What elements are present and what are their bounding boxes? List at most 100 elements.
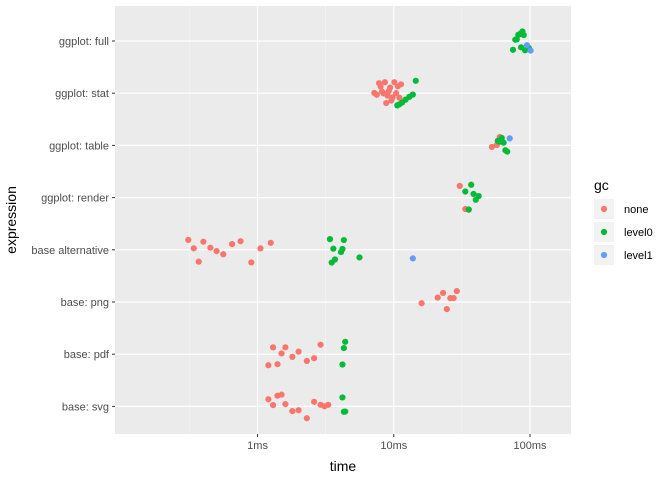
point-58 [289,408,296,415]
legend-key-1 [600,228,608,236]
point-47 [282,344,289,351]
point-12 [389,94,396,101]
y-tick-label-4: base alternative [31,245,109,257]
point-34 [257,245,264,252]
y-tick-label-5: base: png [61,297,109,309]
point-110 [506,135,513,142]
x-tick-label-1: 10ms [380,440,407,452]
point-93 [475,192,482,200]
point-45 [274,361,281,368]
point-3 [377,83,384,90]
point-50 [303,357,310,365]
point-33 [248,259,255,266]
point-36 [418,300,425,307]
point-97 [331,256,339,263]
point-8 [384,92,391,99]
y-tick-label-1: ggplot: stat [55,88,109,100]
point-10 [387,84,394,91]
point-109 [527,47,534,54]
point-29 [213,248,220,255]
point-96 [330,245,337,252]
point-7 [383,99,390,107]
point-100 [340,236,347,244]
x-axis-title: time [330,458,357,474]
point-87 [504,148,511,155]
point-104 [342,338,349,345]
y-tick-label-6: base: pdf [64,349,110,361]
point-99 [339,245,346,253]
y-tick-label-2: ggplot: table [49,140,109,152]
point-52 [317,341,324,348]
point-25 [190,245,197,252]
point-64 [325,401,332,408]
point-101 [356,254,363,261]
point-89 [465,206,472,213]
point-84 [498,134,505,142]
point-56 [278,391,285,398]
point-13 [391,79,398,86]
point-31 [228,241,236,248]
point-30 [220,251,227,258]
point-35 [267,239,274,246]
point-42 [453,287,460,295]
point-102 [339,361,346,368]
point-27 [200,238,207,245]
point-39 [443,305,450,313]
point-111 [409,255,416,262]
y-axis-title: expression [3,186,19,254]
point-57 [282,401,289,408]
point-41 [450,295,457,302]
x-tick-label-2: 100ms [513,440,547,452]
point-105 [339,394,346,401]
point-107 [342,408,349,415]
y-tick-label-7: base: svg [62,401,109,413]
point-24 [185,236,192,244]
legend-label-1: level0 [624,227,653,239]
point-28 [207,244,214,251]
point-65 [509,46,517,53]
point-16 [396,94,403,101]
point-51 [310,355,318,362]
point-74 [521,47,529,54]
point-48 [289,353,296,360]
point-80 [409,91,416,98]
point-85 [500,139,507,146]
minor-gridlines [189,6,463,434]
point-59 [295,407,302,414]
point-44 [269,344,277,351]
legend-label-0: none [624,204,648,216]
y-axis: ggplot: full ggplot: stat ggplot: table ggp… [31,36,115,413]
point-21 [456,182,463,190]
point-14 [393,90,400,97]
legend-title: gc [594,177,609,193]
point-43 [265,362,272,369]
legend: gc none level0 level1 [594,177,653,265]
major-gridlines [115,6,571,434]
point-46 [278,350,285,357]
point-90 [468,181,475,188]
x-tick-label-0: 1ms [247,440,268,452]
point-81 [412,77,419,84]
point-53 [265,396,272,403]
y-tick-label-3: ggplot: render [41,193,109,205]
point-32 [237,238,244,245]
point-38 [439,289,447,297]
point-18 [488,143,495,151]
point-17 [397,81,405,88]
point-61 [310,398,318,405]
point-6 [381,79,388,86]
point-103 [340,344,347,352]
legend-key-2 [600,251,608,259]
point-1 [373,91,380,98]
y-tick-label-0: ggplot: full [59,36,109,48]
point-49 [295,348,302,355]
point-91 [470,190,477,198]
point-108 [523,42,531,49]
x-axis: 1ms 10ms 100ms [247,434,547,452]
point-54 [269,402,277,409]
point-72 [520,31,527,39]
point-37 [434,294,441,301]
point-26 [195,258,202,265]
plot-panel [115,6,571,434]
